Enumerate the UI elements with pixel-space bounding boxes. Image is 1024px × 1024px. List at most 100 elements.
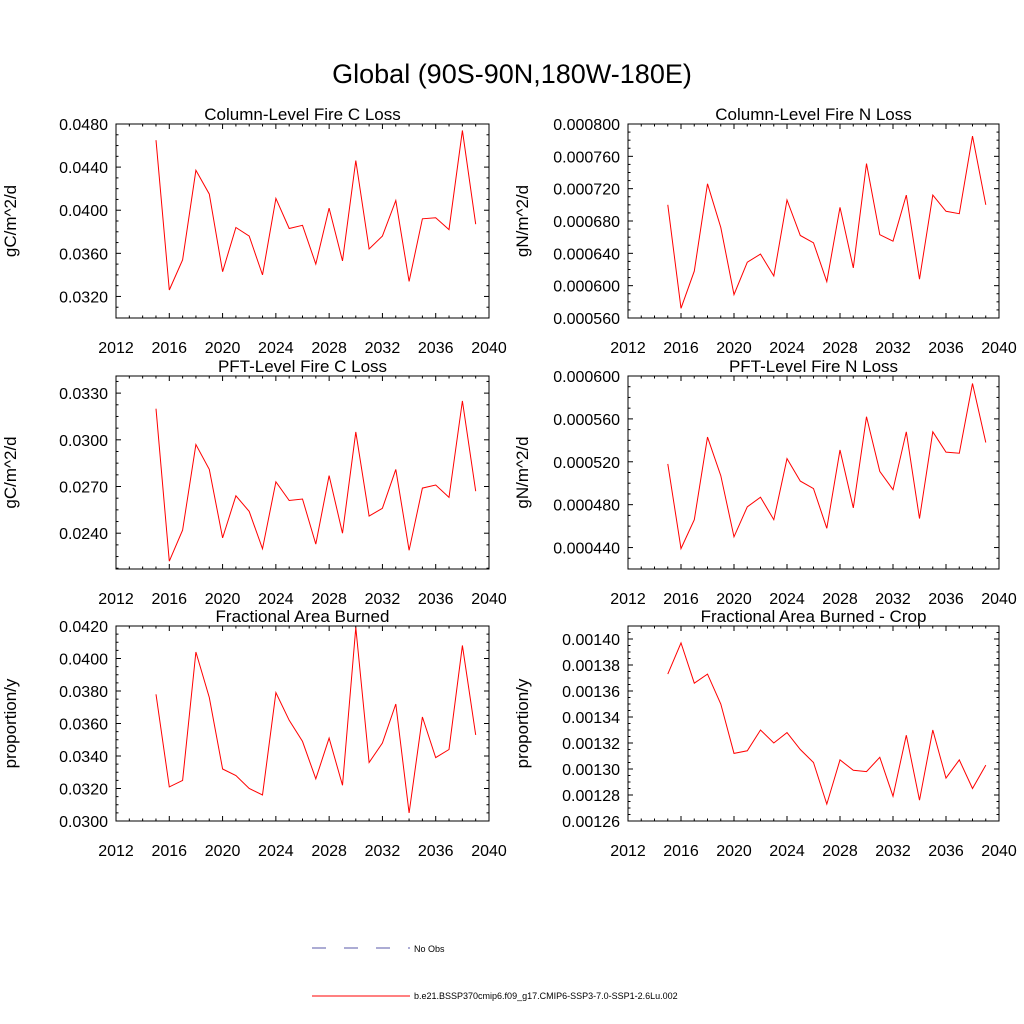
x-tick-label: 2032 — [875, 340, 911, 357]
x-tick-label: 2016 — [151, 340, 187, 357]
x-tick-label: 2016 — [663, 591, 699, 608]
plot-frame — [115, 123, 490, 319]
y-axis-label: proportion/y — [1, 678, 20, 768]
y-tick-label: 0.000560 — [553, 412, 620, 429]
y-tick-label: 0.0300 — [59, 433, 108, 450]
y-tick-label: 0.000680 — [553, 214, 620, 231]
plot-frame — [627, 625, 1000, 822]
x-tick-label: 2024 — [769, 340, 805, 357]
x-tick-label: 2012 — [98, 340, 134, 357]
y-tick-label: 0.00134 — [562, 710, 620, 727]
chart-panel-3: PFT-Level Fire C Loss gC/m^2/d 2012 2016 202… — [1, 357, 507, 608]
y-tick-label: 0.0330 — [59, 386, 108, 403]
y-tick-label: 0.0270 — [59, 480, 108, 497]
x-tick-label: 2012 — [610, 843, 646, 860]
y-tick-label: 0.0360 — [59, 246, 108, 263]
y-tick-label: 0.00128 — [562, 788, 620, 805]
chart-panel-4: PFT-Level Fire N Loss gN/m^2/d 2012 2016 202… — [513, 357, 1017, 608]
y-tick-label: 0.0420 — [59, 619, 108, 636]
y-tick-label: 0.0320 — [59, 782, 108, 799]
series-line — [667, 136, 987, 309]
series-line — [155, 130, 477, 291]
x-tick-label: 2016 — [151, 843, 187, 860]
x-tick-label: 2020 — [716, 591, 752, 608]
y-tick-label: 0.00130 — [562, 762, 620, 779]
x-tick-label: 2028 — [822, 340, 858, 357]
legend-model-label: b.e21.BSSP370cmip6.f09_g17.CMIP6-SSP3-7.… — [414, 991, 678, 1001]
y-tick-label: 0.0300 — [59, 814, 108, 831]
y-axis-label: proportion/y — [513, 678, 532, 768]
panel-title: PFT-Level Fire C Loss — [218, 357, 387, 376]
x-tick-label: 2032 — [875, 843, 911, 860]
chart-panel-6: Fractional Area Burned - Crop proportion/… — [513, 607, 1017, 860]
x-tick-label: 2032 — [365, 591, 401, 608]
y-axis-label: gC/m^2/d — [1, 185, 20, 257]
x-tick-label: 2036 — [418, 591, 454, 608]
panels-group: Column-Level Fire C Loss gC/m^2/d 2012 2016… — [1, 105, 1017, 860]
y-tick-label: 0.000760 — [553, 149, 620, 166]
panel-title: PFT-Level Fire N Loss — [729, 357, 898, 376]
y-tick-label: 0.00136 — [562, 684, 620, 701]
panel-title: Column-Level Fire C Loss — [204, 105, 401, 124]
x-tick-label: 2016 — [663, 340, 699, 357]
figure-title: Global (90S-90N,180W-180E) — [332, 59, 692, 89]
y-tick-label: 0.000720 — [553, 182, 620, 199]
y-tick-label: 0.0440 — [59, 160, 108, 177]
plot-frame — [115, 375, 490, 570]
y-tick-label: 0.0320 — [59, 289, 108, 306]
x-tick-label: 2020 — [205, 591, 241, 608]
panel-title: Fractional Area Burned - Crop — [701, 607, 927, 626]
y-tick-label: 0.00126 — [562, 814, 620, 831]
x-tick-label: 2024 — [258, 591, 294, 608]
plot-frame — [627, 375, 1000, 570]
series-line — [667, 383, 987, 551]
x-tick-label: 2020 — [205, 843, 241, 860]
x-tick-label: 2028 — [822, 843, 858, 860]
y-tick-label: 0.0240 — [59, 526, 108, 543]
x-tick-label: 2040 — [471, 340, 507, 357]
x-tick-label: 2028 — [311, 591, 347, 608]
x-tick-label: 2024 — [769, 843, 805, 860]
x-tick-label: 2020 — [716, 340, 752, 357]
y-tick-label: 0.000440 — [553, 541, 620, 558]
x-tick-label: 2028 — [311, 843, 347, 860]
x-tick-label: 2020 — [205, 340, 241, 357]
y-tick-label: 0.000600 — [553, 369, 620, 386]
chart-panel-5: Fractional Area Burned proportion/y 2012 20… — [1, 607, 507, 860]
x-tick-label: 2012 — [610, 340, 646, 357]
y-tick-label: 0.000640 — [553, 246, 620, 263]
x-tick-label: 2036 — [928, 591, 964, 608]
x-tick-label: 2024 — [258, 843, 294, 860]
x-tick-label: 2012 — [610, 591, 646, 608]
x-tick-label: 2040 — [981, 591, 1017, 608]
panel-title: Column-Level Fire N Loss — [715, 105, 912, 124]
x-tick-label: 2040 — [471, 591, 507, 608]
x-tick-label: 2040 — [981, 843, 1017, 860]
chart-panel-1: Column-Level Fire C Loss gC/m^2/d 2012 2016… — [1, 105, 507, 357]
legend-no-obs-label: No Obs — [414, 944, 445, 954]
y-tick-label: 0.0400 — [59, 203, 108, 220]
plot-frame — [115, 625, 490, 822]
y-tick-label: 0.000800 — [553, 117, 620, 134]
x-tick-label: 2024 — [258, 340, 294, 357]
y-axis-label: gN/m^2/d — [513, 436, 532, 508]
y-tick-label: 0.00138 — [562, 658, 620, 675]
panel-title: Fractional Area Burned — [216, 607, 390, 626]
y-tick-label: 0.000560 — [553, 311, 620, 328]
y-tick-label: 0.00132 — [562, 736, 620, 753]
x-tick-label: 2036 — [418, 340, 454, 357]
series-line — [155, 400, 477, 562]
y-tick-label: 0.0400 — [59, 652, 108, 669]
chart-panel-2: Column-Level Fire N Loss gN/m^2/d 2012 2016… — [513, 105, 1017, 357]
x-tick-label: 2036 — [928, 843, 964, 860]
x-tick-label: 2032 — [365, 340, 401, 357]
x-tick-label: 2016 — [663, 843, 699, 860]
y-tick-label: 0.000600 — [553, 279, 620, 296]
x-tick-label: 2016 — [151, 591, 187, 608]
y-tick-label: 0.0340 — [59, 749, 108, 766]
y-axis-label: gC/m^2/d — [1, 436, 20, 508]
x-tick-label: 2032 — [875, 591, 911, 608]
x-tick-label: 2028 — [311, 340, 347, 357]
x-tick-label: 2020 — [716, 843, 752, 860]
